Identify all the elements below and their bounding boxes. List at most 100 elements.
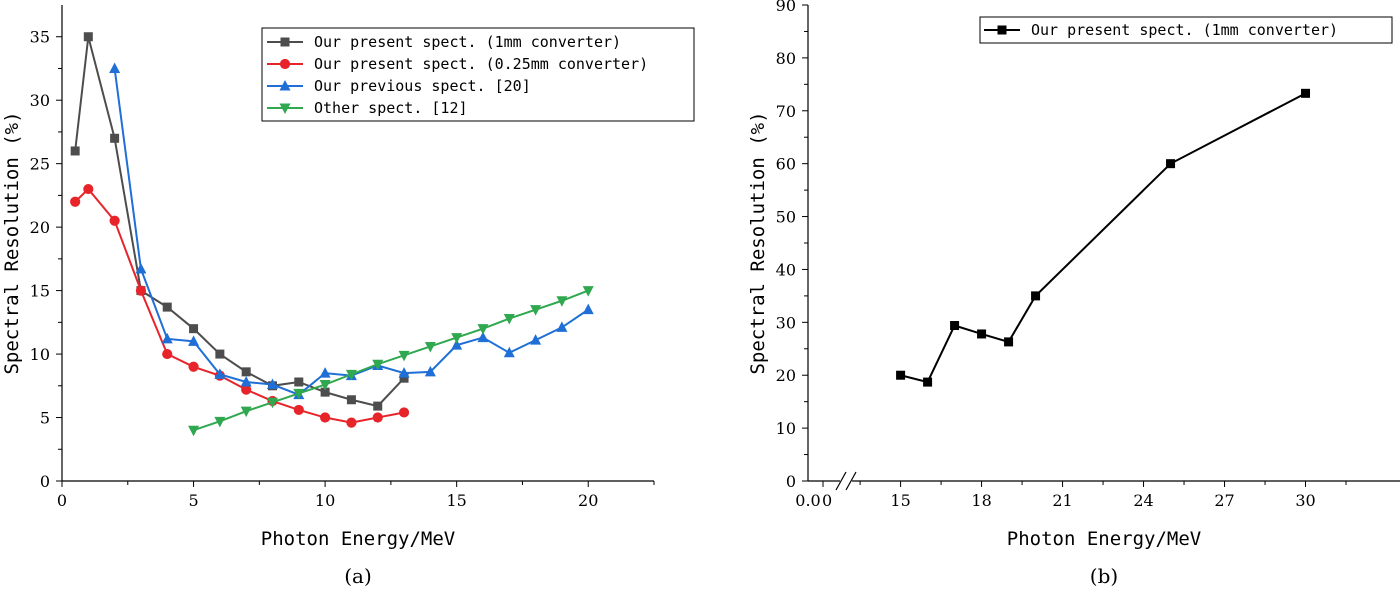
data-point [399,373,409,383]
data-point [424,365,436,377]
data-point [266,378,278,390]
data-point [1166,159,1176,169]
data-point [1031,291,1041,301]
panel-b-y-tick-label: 80 [776,49,796,68]
data-point [451,339,463,350]
legend-marker [997,25,1007,35]
panel-b-x-tick-label: 30 [1295,491,1315,510]
data-point [503,346,515,358]
panel-b-y-tick-label: 10 [776,419,796,438]
data-point [398,407,410,418]
panel-b-series [896,88,1311,387]
panel-b-y-tick-label: 60 [776,155,796,174]
data-point [345,369,357,381]
data-point [109,215,120,226]
data-point [70,196,81,207]
panel-b-x-tick-label: 15 [890,491,910,510]
data-point [320,387,330,397]
panel-b-x-title: Photon Energy/MeV [1007,528,1201,550]
data-point [530,334,542,345]
panel-b-y-tick-label: 0 [786,472,796,491]
panel-a-y-tick-label: 30 [30,91,50,110]
legend-label: Other spect. [12] [314,99,468,117]
data-point [582,303,594,315]
series-line [193,289,589,432]
data-point [241,367,251,377]
data-point [188,361,199,372]
panel-b-y-tick-label: 50 [776,208,796,227]
data-point [189,324,199,334]
panel-b-y-title: Spectral Resolution (%) [747,111,769,374]
data-point [161,332,173,344]
data-point [162,348,173,360]
panel-a-legend: Our present spect. (1mm converter) Our pr… [261,27,695,122]
panel-b-x-tick-label: 24 [1133,491,1153,510]
axis-break-mark-1 [835,471,847,491]
data-point [294,377,304,387]
panel-a-x-tick-label: 15 [446,491,466,510]
panel-a-x-tick-label: 20 [578,491,598,510]
panel-b-x-tick-label: 0.0 [795,491,820,510]
data-point [346,417,357,428]
series-line [74,187,405,424]
data-point [83,183,94,195]
legend-marker [279,80,291,91]
panel-b: 0.0 0 15 18 21 24 27 30 0 10 20 30 40 50 60 70 80 90 Phot… [747,0,1400,588]
data-point [530,305,542,316]
panel-b-y-tick-label: 90 [776,0,796,15]
data-point [346,395,356,405]
panel-a-y-tick-label: 0 [40,472,50,491]
panel-b-y-tick-label: 30 [776,313,796,332]
panel-a-y-tick-label: 15 [30,282,50,301]
data-point [977,329,987,339]
data-point [556,321,568,332]
legend-label: Our present spect. (1mm converter) [1031,21,1338,39]
data-point [950,321,960,331]
series-1 [70,32,409,411]
data-point [240,375,252,387]
panel-b-y-tick-label: 20 [776,366,796,385]
panel-a-x-title: Photon Energy/MeV [261,528,455,550]
data-point [451,333,463,344]
panel-b-label: (b) [1090,564,1118,588]
panel-b-legend-box [979,16,1393,44]
data-point [214,368,226,379]
data-point [135,263,147,274]
data-point [293,388,305,400]
panel-a-x-tick-label: 10 [315,491,335,510]
data-point [372,412,383,423]
panel-b-ticks: 0.0 0 15 18 21 24 27 30 0 10 20 30 40 50 60 70 80 90 [776,0,1347,510]
data-point [424,341,436,353]
data-point [188,425,200,437]
data-point [372,359,384,371]
data-point [398,350,410,362]
panel-a-legend-box [261,27,695,122]
panel-b-y-tick-label: 70 [776,102,796,121]
data-point [109,62,121,73]
panel-b-x-tick-label: 0 [822,491,832,510]
axis-break-mark-2 [845,471,857,491]
legend-marker [280,37,290,47]
panel-a-label: (a) [344,564,372,588]
panel-a-y-title: Spectral Resolution (%) [1,111,23,374]
series-4 [188,286,594,437]
data-point [582,286,594,297]
data-point [373,401,383,411]
panel-a-y-tick-label: 10 [30,345,50,364]
data-point [135,285,147,296]
data-point [70,146,80,156]
data-point [162,302,172,312]
panel-a-y-tick-label: 25 [30,155,50,174]
data-point [503,314,515,325]
data-point [319,367,331,378]
data-point [320,412,331,423]
data-point [214,416,226,428]
panel-a-y-tick-label: 35 [30,28,50,47]
data-point [1004,337,1014,347]
data-point [319,380,331,391]
panel-b-x-tick-label: 27 [1214,491,1234,510]
data-point [188,335,200,346]
data-point [923,377,933,387]
panel-a: 0 5 10 15 20 0 5 10 15 20 25 30 35 Photon Energy/MeV… [1,5,695,588]
